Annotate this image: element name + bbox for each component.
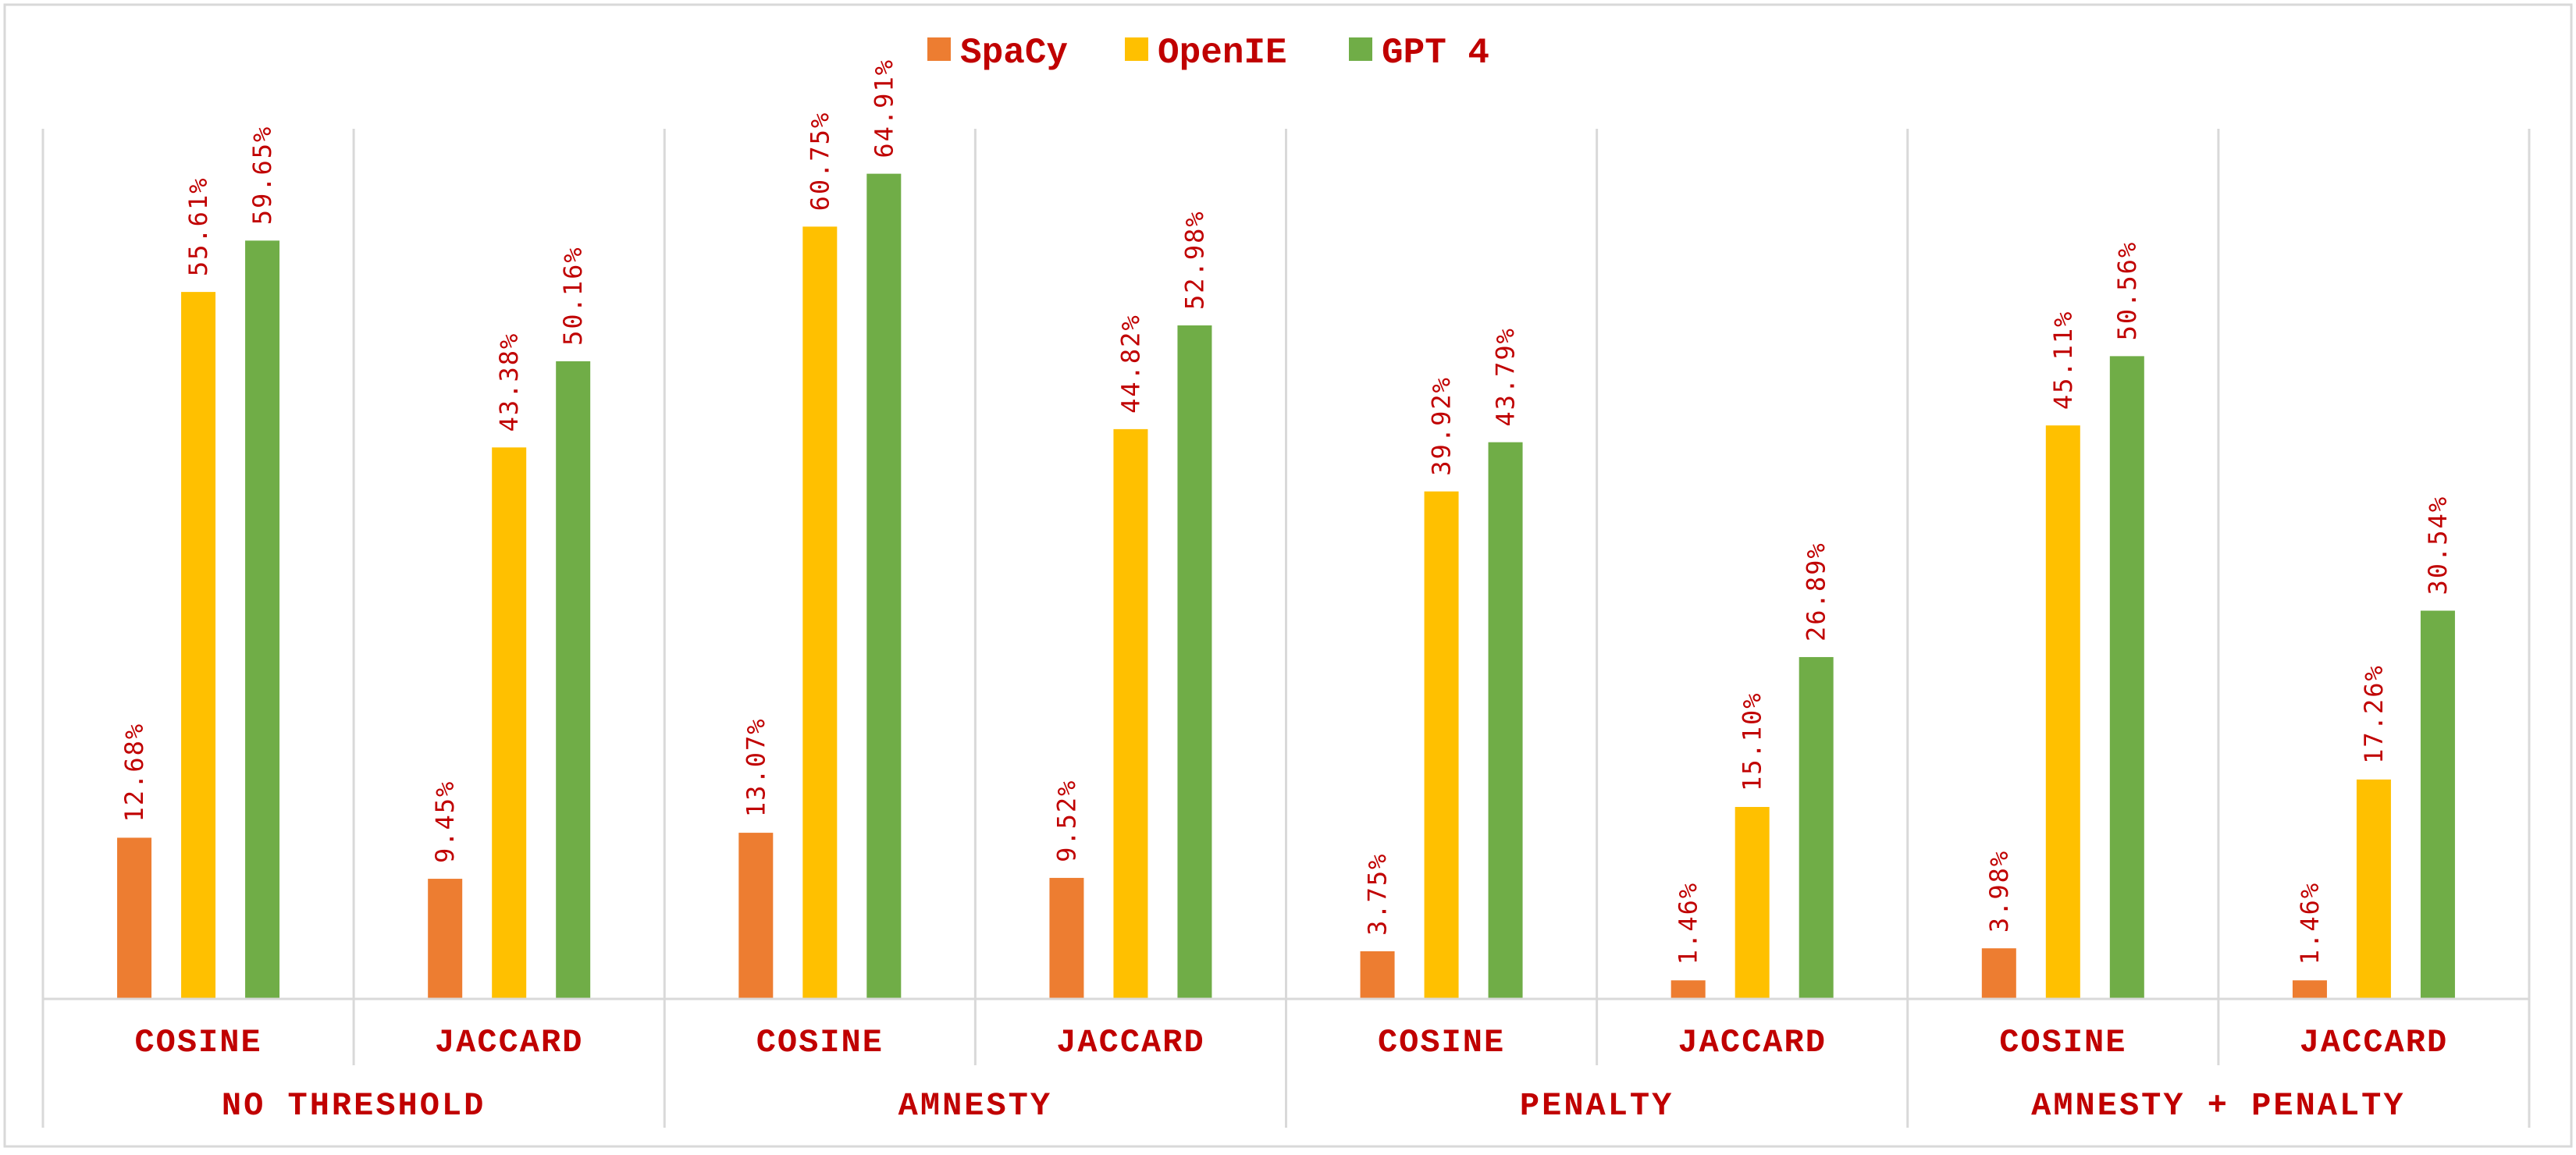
data-label: 64.91% bbox=[869, 59, 898, 158]
data-label: 50.16% bbox=[558, 246, 588, 346]
category-label: COSINE bbox=[756, 1024, 884, 1061]
legend-label-2: GPT 4 bbox=[1382, 33, 1489, 73]
bar-gpt-4-5 bbox=[1799, 656, 1834, 999]
data-label: 17.26% bbox=[2359, 664, 2389, 764]
bar-spacy-6 bbox=[1981, 948, 2016, 999]
data-label: 39.92% bbox=[1427, 376, 1457, 476]
bar-spacy-1 bbox=[428, 879, 463, 999]
data-labels: 12.68% 55.61% 59.65% 9.45% 43.38% 50.16% 13.07… bbox=[119, 59, 2453, 965]
data-label: 43.38% bbox=[494, 332, 524, 432]
data-label: 3.75% bbox=[1363, 853, 1393, 936]
group-labels: NO THRESHOLD AMNESTY PENALTY AMNESTY + PENA… bbox=[222, 1087, 2405, 1125]
bar-openie-5 bbox=[1735, 807, 1770, 999]
bar-openie-0 bbox=[181, 292, 216, 999]
data-label: 60.75% bbox=[805, 112, 834, 211]
chart-border bbox=[3, 3, 2573, 1148]
bar-gpt-4-3 bbox=[1177, 325, 1212, 999]
category-label: COSINE bbox=[1378, 1024, 1505, 1061]
data-label: 45.11% bbox=[2048, 311, 2078, 410]
bar-spacy-7 bbox=[2292, 980, 2327, 999]
bar-openie-7 bbox=[2356, 779, 2391, 999]
bar-openie-3 bbox=[1113, 428, 1148, 999]
data-label: 9.52% bbox=[1051, 780, 1081, 862]
data-label: 13.07% bbox=[741, 717, 770, 817]
legend: SpaCy OpenIE GPT 4 bbox=[927, 33, 1489, 73]
category-dividers bbox=[41, 129, 2531, 1128]
data-label: 9.45% bbox=[430, 780, 460, 863]
category-label: JACCARD bbox=[2300, 1024, 2448, 1061]
data-label: 59.65% bbox=[247, 126, 277, 226]
legend-label-1: OpenIE bbox=[1158, 33, 1287, 73]
data-label: 1.46% bbox=[1674, 882, 1703, 965]
legend-swatch-1 bbox=[1125, 37, 1148, 61]
bar-spacy-0 bbox=[117, 837, 152, 999]
bar-gpt-4-2 bbox=[866, 173, 902, 1000]
category-labels: COSINE JACCARD COSINE JACCARD COSINE JACCARD C… bbox=[134, 1024, 2448, 1061]
category-label: COSINE bbox=[134, 1024, 262, 1061]
legend-label-0: SpaCy bbox=[960, 33, 1068, 73]
category-label: JACCARD bbox=[435, 1024, 583, 1061]
category-label: JACCARD bbox=[1678, 1024, 1826, 1061]
bar-spacy-3 bbox=[1049, 877, 1084, 999]
bar-gpt-4-0 bbox=[245, 240, 280, 999]
data-label: 50.56% bbox=[2112, 241, 2142, 341]
data-label: 55.61% bbox=[183, 177, 213, 277]
bar-gpt-4-4 bbox=[1488, 442, 1523, 999]
data-label: 12.68% bbox=[119, 723, 149, 823]
bars bbox=[117, 173, 2455, 1000]
data-label: 3.98% bbox=[1984, 850, 2014, 933]
bar-gpt-4-6 bbox=[2109, 356, 2144, 1000]
group-label: NO THRESHOLD bbox=[222, 1087, 486, 1125]
group-label: AMNESTY + PENALTY bbox=[2031, 1087, 2405, 1125]
bar-openie-6 bbox=[2045, 425, 2080, 999]
data-label: 1.46% bbox=[2295, 882, 2325, 965]
bar-openie-4 bbox=[1424, 491, 1459, 999]
bar-spacy-2 bbox=[738, 833, 774, 999]
data-label: 26.89% bbox=[1802, 542, 1831, 641]
group-label: PENALTY bbox=[1520, 1087, 1674, 1125]
category-label: COSINE bbox=[1999, 1024, 2126, 1061]
group-label: AMNESTY bbox=[898, 1087, 1052, 1125]
bar-gpt-4-1 bbox=[556, 361, 591, 1000]
legend-swatch-0 bbox=[927, 37, 951, 61]
bar-spacy-5 bbox=[1670, 980, 1706, 999]
category-label: JACCARD bbox=[1056, 1024, 1204, 1061]
bar-openie-2 bbox=[802, 226, 838, 999]
data-label: 43.79% bbox=[1491, 327, 1521, 427]
bar-openie-1 bbox=[492, 447, 527, 999]
data-label: 52.98% bbox=[1179, 210, 1209, 310]
data-label: 44.82% bbox=[1115, 314, 1145, 414]
legend-swatch-2 bbox=[1349, 37, 1372, 61]
data-label: 30.54% bbox=[2423, 496, 2453, 595]
data-label: 15.10% bbox=[1738, 691, 1767, 791]
bar-gpt-4-7 bbox=[2420, 610, 2455, 999]
bar-spacy-4 bbox=[1360, 951, 1395, 999]
